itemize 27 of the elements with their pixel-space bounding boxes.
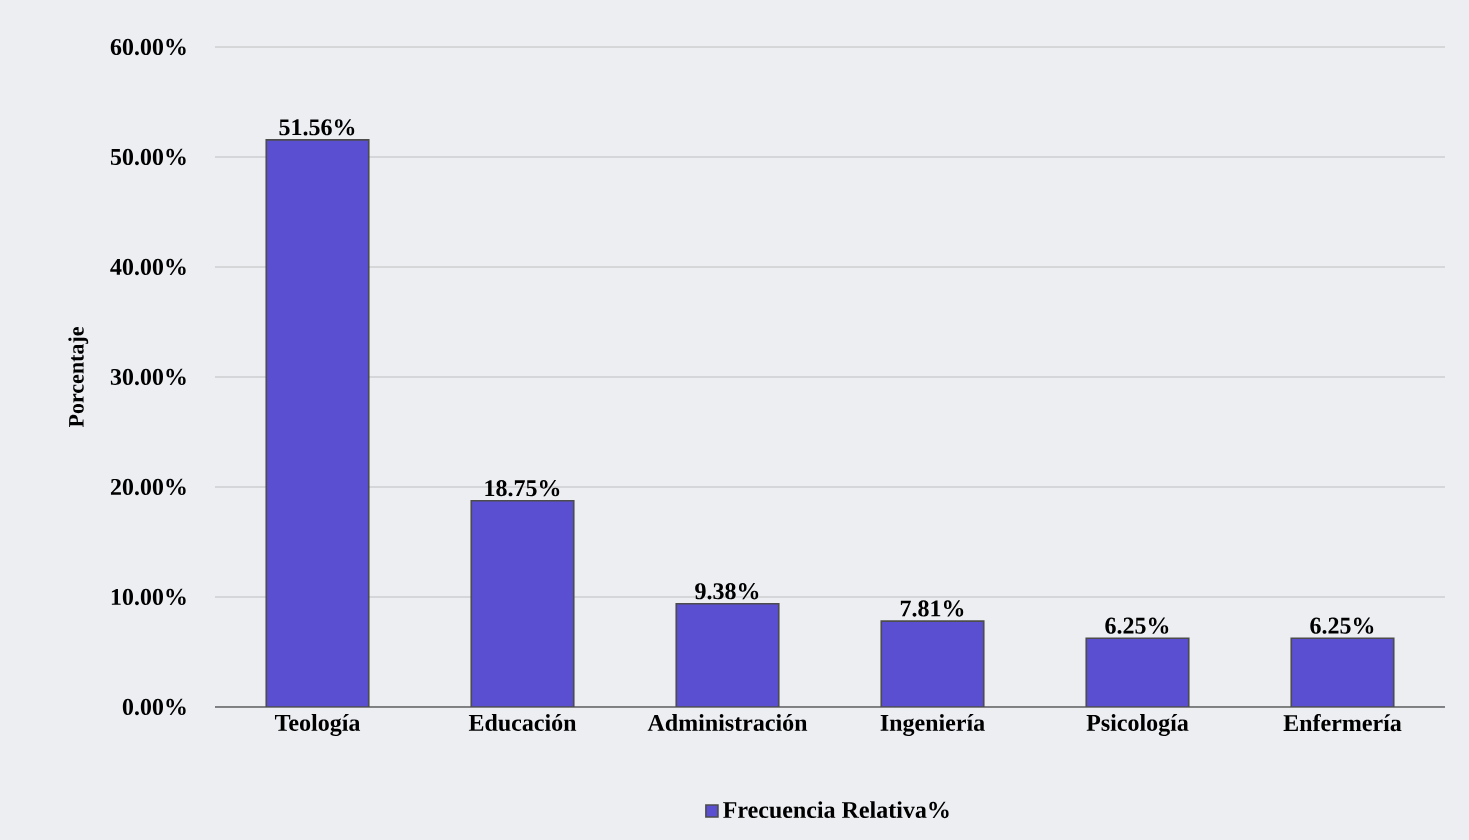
data-label: 51.56% <box>279 119 355 136</box>
data-label: 7.81% <box>900 600 964 617</box>
bar <box>1085 637 1190 707</box>
x-tick-label: Ingeniería <box>880 714 985 737</box>
bar <box>265 139 370 707</box>
data-label: 9.38% <box>695 583 759 600</box>
data-label: 6.25% <box>1310 617 1374 634</box>
data-label: 18.75% <box>485 480 560 497</box>
x-tick-label: Enfermería <box>1283 714 1402 732</box>
data-label: 6.25% <box>1105 617 1169 634</box>
legend-label: Frecuencia Relativa% <box>723 801 949 819</box>
y-tick-label: 20.00% <box>110 478 186 496</box>
y-tick-label: 50.00% <box>110 148 186 166</box>
y-tick-label: 40.00% <box>110 258 186 276</box>
y-tick-label: 30.00% <box>110 368 186 386</box>
x-tick-label: Educación <box>468 714 577 732</box>
y-tick-label: 60.00% <box>110 38 186 56</box>
y-tick-label: 0.00% <box>122 698 186 716</box>
y-tick-label: 10.00% <box>111 588 186 606</box>
bar <box>1290 637 1395 707</box>
bar <box>470 499 575 707</box>
x-tick-label: Administración <box>647 714 808 731</box>
x-tick-label: Psicología <box>1086 714 1189 737</box>
bar <box>675 603 780 707</box>
x-tick-label: Teología <box>274 714 361 737</box>
y-axis-title: Porcentaje <box>68 327 89 428</box>
bar <box>880 620 985 707</box>
